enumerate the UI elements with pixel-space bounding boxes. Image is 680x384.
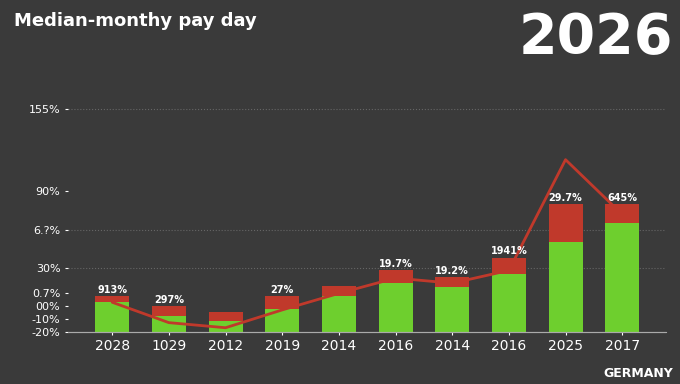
- Bar: [95, 296, 129, 302]
- Text: 1941%: 1941%: [490, 247, 527, 257]
- Text: 29.7%: 29.7%: [549, 193, 582, 203]
- Text: GERMANY: GERMANY: [603, 367, 673, 380]
- Text: 297%: 297%: [154, 295, 184, 305]
- Bar: [549, 242, 583, 331]
- Bar: [605, 204, 639, 223]
- Bar: [209, 321, 243, 331]
- Bar: [435, 277, 469, 287]
- Bar: [265, 296, 299, 309]
- Bar: [209, 313, 243, 321]
- Bar: [492, 274, 526, 331]
- Bar: [95, 302, 129, 331]
- Bar: [379, 283, 413, 331]
- Text: 913%: 913%: [97, 285, 127, 295]
- Bar: [492, 258, 526, 274]
- Bar: [322, 286, 356, 296]
- Bar: [435, 287, 469, 331]
- Text: Median-monthy pay day: Median-monthy pay day: [14, 12, 256, 30]
- Bar: [379, 270, 413, 283]
- Text: 2026: 2026: [519, 12, 673, 66]
- Text: 19.7%: 19.7%: [379, 259, 412, 269]
- Bar: [549, 204, 583, 242]
- Bar: [265, 309, 299, 331]
- Bar: [322, 296, 356, 331]
- Text: 19.2%: 19.2%: [435, 265, 469, 276]
- Bar: [152, 306, 186, 316]
- Bar: [605, 223, 639, 331]
- Bar: [152, 316, 186, 331]
- Text: 27%: 27%: [271, 285, 294, 295]
- Text: 645%: 645%: [607, 193, 637, 203]
